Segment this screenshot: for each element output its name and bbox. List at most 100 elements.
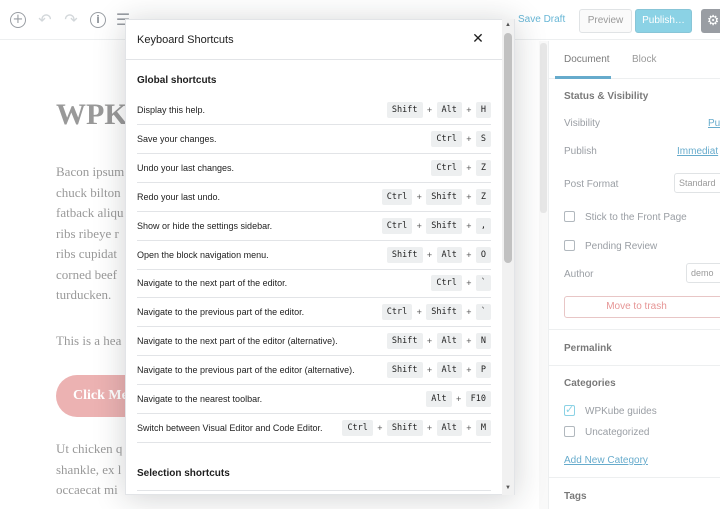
scroll-up-icon[interactable]: ▲ xyxy=(505,22,511,28)
key-cap: F10 xyxy=(465,391,491,407)
modal-scrollbar[interactable]: ▲ ▼ xyxy=(502,19,514,495)
key-separator: + xyxy=(466,278,472,289)
shortcut-row: Open the block navigation menu. Shift + Alt… xyxy=(137,241,491,270)
key-separator: + xyxy=(416,307,422,318)
save-draft-button[interactable]: Save Draft xyxy=(518,14,566,25)
undo-icon[interactable]: ↶ xyxy=(38,10,52,29)
post-paragraph-2[interactable]: Ut chicken q shankle, ex l occaecat mi xyxy=(56,439,516,501)
key-cap: Shift xyxy=(426,304,462,321)
key-separator: + xyxy=(416,191,422,202)
key-cap: Ctrl xyxy=(342,419,373,436)
post-heading[interactable]: This is a hea xyxy=(56,333,122,348)
modal-title: Keyboard Shortcuts xyxy=(137,34,234,46)
preview-button[interactable]: Preview xyxy=(579,9,632,33)
editor-scrollbar[interactable] xyxy=(539,41,548,509)
redo-icon[interactable]: ↷ xyxy=(64,10,78,29)
paragraph-line: turducken. xyxy=(56,287,112,302)
key-cap: Alt xyxy=(436,246,462,263)
key-separator: + xyxy=(377,422,383,433)
tags-toggle[interactable]: Tags xyxy=(564,491,587,502)
settings-sidebar: Document Block Status & Visibility Visib… xyxy=(548,41,720,509)
shortcut-description: Display this help. xyxy=(137,105,206,115)
shortcut-row: Navigate to the next part of the editor … xyxy=(137,327,491,357)
sidebar-tabs: Document Block xyxy=(549,41,720,79)
shortcut-row: Display this help. Shift + Alt + H xyxy=(137,96,491,125)
key-cap: Shift xyxy=(426,217,462,234)
shortcut-description: Switch between Visual Editor and Code Ed… xyxy=(137,422,323,433)
modal-header: Keyboard Shortcuts ✕ xyxy=(126,20,514,60)
global-shortcuts-title: Global shortcuts xyxy=(137,75,217,86)
paragraph-line: Ut chicken q xyxy=(56,441,123,456)
move-to-trash-button[interactable]: Move to trash xyxy=(564,296,720,318)
stick-front-checkbox[interactable] xyxy=(564,211,575,222)
pending-review-checkbox[interactable] xyxy=(564,240,575,251)
close-icon[interactable]: ✕ xyxy=(472,31,484,47)
key-separator: + xyxy=(416,220,422,231)
post-format-select[interactable]: Standard xyxy=(674,173,720,193)
selection-shortcuts-title: Selection shortcuts xyxy=(137,468,230,479)
key-cap: Alt xyxy=(436,419,462,436)
divider xyxy=(549,477,720,478)
paragraph-line: corned beef xyxy=(56,266,117,282)
key-cap: Alt xyxy=(436,362,462,379)
shortcut-description: Navigate to the previous part of the edi… xyxy=(137,307,305,318)
key-separator: + xyxy=(456,394,462,404)
shortcut-description: Open the block navigation menu. xyxy=(137,249,269,260)
key-cap: Shift xyxy=(386,333,423,350)
key-separator: + xyxy=(466,307,472,318)
settings-gear-icon[interactable]: ⚙ xyxy=(701,9,720,33)
tab-document[interactable]: Document xyxy=(564,54,610,65)
key-cap: Shift xyxy=(386,362,423,379)
add-new-category-link[interactable]: Add New Category xyxy=(564,455,648,466)
visibility-label: Visibility xyxy=(564,118,600,129)
editor-scroll-thumb[interactable] xyxy=(540,43,547,213)
key-separator: + xyxy=(426,105,433,115)
divider xyxy=(549,329,720,330)
add-block-icon[interactable]: + xyxy=(10,12,26,28)
shortcut-description: Navigate to the next part of the editor … xyxy=(137,336,338,347)
modal-scroll-thumb[interactable] xyxy=(504,33,512,263)
key-cap: Shift xyxy=(386,102,423,118)
key-cap: Ctrl xyxy=(431,130,462,147)
categories-toggle[interactable]: Categories xyxy=(564,378,616,389)
shortcut-description: Navigate to the nearest toolbar. xyxy=(137,394,263,404)
divider xyxy=(137,490,491,491)
scroll-down-icon[interactable]: ▼ xyxy=(505,485,511,491)
permalink-toggle[interactable]: Permalink xyxy=(564,343,612,354)
category-checkbox-wpkube[interactable] xyxy=(564,403,575,416)
key-separator: + xyxy=(466,133,472,144)
shortcut-row: Navigate to the nearest toolbar. Alt + F10 xyxy=(137,385,491,414)
shortcut-keys: Ctrl + Shift + ` xyxy=(381,304,491,321)
key-cap: Shift xyxy=(386,419,423,436)
publish-button[interactable]: Publish… xyxy=(635,9,692,33)
shortcut-row: Navigate to the next part of the editor.… xyxy=(137,269,491,299)
category-checkbox-uncategorized[interactable] xyxy=(564,426,575,437)
key-cap: N xyxy=(475,333,491,350)
shortcut-description: Navigate to the next part of the editor. xyxy=(137,278,288,289)
divider xyxy=(549,365,720,366)
key-cap: O xyxy=(475,246,491,263)
shortcut-keys: Shift + Alt + H xyxy=(386,102,491,118)
publish-label: Publish xyxy=(564,146,597,157)
info-icon[interactable]: i xyxy=(90,12,106,28)
visibility-link[interactable]: Pub xyxy=(708,118,720,129)
shortcut-row: Save your changes. Ctrl + S xyxy=(137,125,491,154)
pending-review-label: Pending Review xyxy=(585,241,658,252)
publish-date-link[interactable]: Immediat xyxy=(677,146,719,157)
author-select[interactable]: demo xyxy=(686,263,720,283)
paragraph-line: ribs cupidat xyxy=(56,246,118,261)
shortcut-row: Redo your last undo. Ctrl + Shift + Z xyxy=(137,183,491,212)
key-cap: ` xyxy=(475,304,491,321)
post-paragraph[interactable]: Bacon ipsum chuck bilton fatback aliqu r… xyxy=(56,162,516,306)
status-visibility-toggle[interactable]: Status & Visibility xyxy=(564,91,649,102)
category-label: Uncategorized xyxy=(585,427,650,438)
shortcut-row: Switch between Visual Editor and Code Ed… xyxy=(137,414,491,443)
key-separator: + xyxy=(466,422,472,433)
tab-block[interactable]: Block xyxy=(632,54,657,65)
post-title[interactable]: WPK xyxy=(56,98,128,131)
key-cap: P xyxy=(475,362,491,379)
key-cap: Alt xyxy=(436,333,462,350)
shortcut-keys: Shift + Alt + N xyxy=(386,333,491,350)
paragraph-line: fatback aliqu xyxy=(56,205,124,220)
shortcut-row: Undo your last changes. Ctrl + Z xyxy=(137,154,491,183)
